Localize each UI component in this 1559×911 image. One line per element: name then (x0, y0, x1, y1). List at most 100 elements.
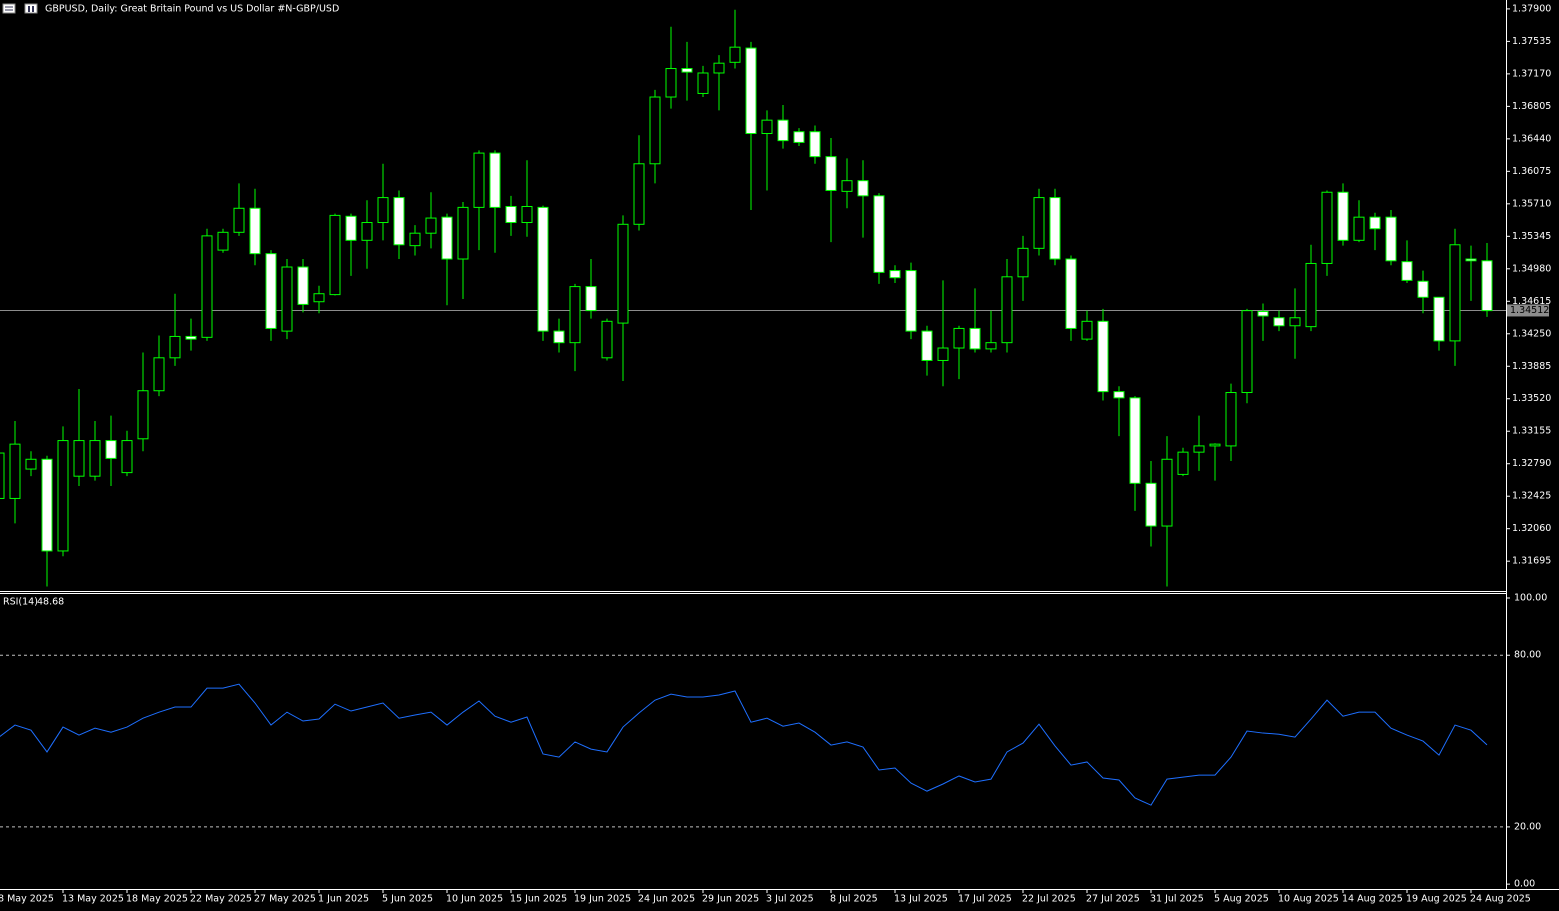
bull-candle-body (649, 96, 661, 165)
bear-candle-body (1257, 311, 1269, 317)
bull-candle-body (0, 452, 5, 499)
bull-candle-body (1305, 262, 1317, 328)
bull-candle-body (329, 214, 341, 296)
bull-candle-body (985, 342, 997, 350)
bull-candle-body (121, 440, 133, 474)
bear-candle-body (1417, 280, 1429, 298)
bull-candle-body (953, 327, 965, 349)
x-tick-label: 18 May 2025 (126, 894, 188, 905)
bull-candle-body (1353, 216, 1365, 241)
bear-candle-body (777, 119, 789, 142)
bull-candle-body (313, 293, 325, 303)
bull-candle-body (937, 347, 949, 361)
bull-candle-body (1001, 276, 1013, 344)
bear-candle-body (1097, 320, 1109, 393)
bull-candle-body (633, 163, 645, 225)
x-tick-label: 10 Jun 2025 (446, 894, 503, 905)
x-tick-label: 17 Jul 2025 (958, 894, 1012, 905)
bear-candle-body (905, 270, 917, 332)
x-tick-label: 15 Jun 2025 (510, 894, 567, 905)
bull-candle-body (729, 46, 741, 63)
y-tick-label: 80.00 (1514, 650, 1541, 661)
y-tick-label: 20.00 (1514, 821, 1541, 832)
bear-candle-body (1273, 317, 1285, 327)
bull-candle-body (1321, 191, 1333, 264)
x-tick-label: 24 Aug 2025 (1470, 894, 1531, 905)
bull-candle-body (473, 152, 485, 208)
bull-candle-body (137, 390, 149, 440)
bear-candle-body (873, 195, 885, 273)
y-tick-label: 1.33155 (1512, 426, 1551, 437)
bear-candle-body (889, 270, 901, 279)
bear-candle-body (1433, 296, 1445, 342)
bull-candle-body (9, 443, 21, 499)
x-tick-label: 19 Jun 2025 (574, 894, 631, 905)
bull-candle-body (841, 180, 853, 192)
bull-candle-body (169, 335, 181, 359)
icon (24, 3, 38, 14)
y-tick-label: 1.32790 (1512, 458, 1551, 469)
x-tick-label: 5 Aug 2025 (1214, 894, 1269, 905)
bear-candle-body (969, 327, 981, 350)
bull-candle-body (617, 223, 629, 324)
x-tick-label: 3 Jul 2025 (766, 894, 814, 905)
x-tick-label: 5 Jun 2025 (382, 894, 433, 905)
x-tick-label: 29 Jun 2025 (702, 894, 759, 905)
bull-candle-body (713, 62, 725, 74)
bear-candle-body (1337, 191, 1349, 241)
bear-candle-body (185, 335, 197, 340)
x-tick-label: 22 May 2025 (190, 894, 252, 905)
bear-candle-body (249, 207, 261, 255)
indicator-name: RSI(14) (3, 597, 38, 608)
bear-candle-body (825, 156, 837, 191)
x-tick-label: 13 May 2025 (62, 894, 124, 905)
y-tick-label: 1.34250 (1512, 328, 1551, 339)
bear-candle-body (1465, 258, 1477, 262)
bull-candle-body (1225, 392, 1237, 447)
bull-candle-body (57, 440, 69, 552)
icon (28, 6, 30, 12)
x-tick-label: 13 Jul 2025 (894, 894, 948, 905)
y-tick-label: 1.33520 (1512, 393, 1551, 404)
bull-candle-body (1033, 197, 1045, 249)
bear-candle-body (297, 266, 309, 305)
bull-candle-body (361, 222, 373, 241)
bear-candle-body (553, 330, 565, 344)
bear-candle-body (105, 440, 117, 459)
bull-candle-body (1017, 247, 1029, 278)
bull-candle-body (1161, 458, 1173, 527)
bull-candle-body (73, 440, 85, 477)
bear-candle-body (1145, 482, 1157, 527)
bull-candle-body (1177, 451, 1189, 475)
bear-candle-body (1369, 216, 1381, 230)
y-tick-label: 1.35345 (1512, 231, 1551, 242)
bear-candle-body (345, 215, 357, 241)
bull-candle-body (1193, 445, 1205, 453)
bull-candle-body (201, 235, 213, 338)
bull-candle-body (217, 231, 229, 251)
y-tick-label: 1.37170 (1512, 68, 1551, 79)
x-tick-label: 22 Jul 2025 (1022, 894, 1076, 905)
bull-candle-body (409, 232, 421, 247)
bull-candle-body (25, 458, 37, 470)
bull-candle-body (697, 72, 709, 94)
bull-candle-body (153, 357, 165, 392)
bear-candle-body (857, 180, 869, 197)
symbol-icons (2, 3, 38, 14)
icon (32, 6, 34, 12)
bull-candle-body (1081, 320, 1093, 340)
bear-candle-body (681, 68, 693, 73)
y-tick-label: 1.34615 (1512, 296, 1551, 307)
bear-candle-body (1401, 261, 1413, 281)
x-tick-label: 27 May 2025 (254, 894, 316, 905)
bull-candle-body (457, 206, 469, 260)
bull-candle-body (1241, 310, 1253, 394)
bear-candle-body (505, 205, 517, 224)
y-tick-label: 1.31695 (1512, 556, 1551, 567)
rsi-line (0, 683, 1488, 806)
bear-candle-body (793, 131, 805, 143)
y-tick-label: 1.36075 (1512, 166, 1551, 177)
current-price-box (1507, 304, 1549, 317)
